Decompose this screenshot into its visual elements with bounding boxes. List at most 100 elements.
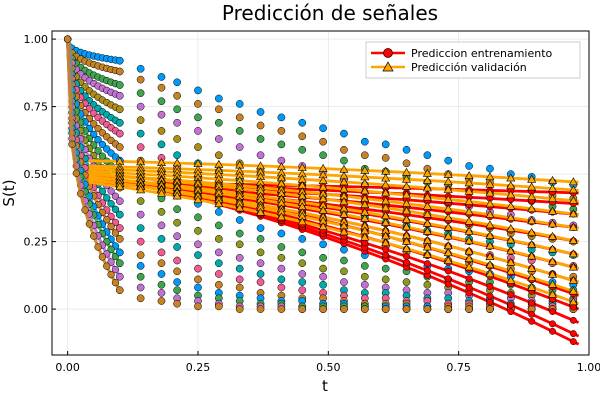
- x-tick-label: 0.00: [55, 361, 80, 374]
- valid-curve: [88, 172, 579, 243]
- valid-marker: [568, 209, 578, 218]
- signal-point: [381, 154, 390, 162]
- signal-point: [214, 94, 223, 103]
- valid-curve: [88, 178, 580, 295]
- valid-marker: [527, 251, 537, 260]
- valid-marker: [485, 269, 495, 277]
- signal-point: [235, 240, 244, 249]
- signal-point: [136, 262, 145, 270]
- signal-point: [115, 259, 124, 268]
- signal-point: [157, 83, 166, 92]
- valid-marker: [506, 213, 516, 222]
- signal-point: [194, 213, 202, 222]
- signal-point: [381, 305, 390, 313]
- signal-point: [115, 81, 124, 89]
- plot-area: [63, 35, 580, 346]
- signal-point: [157, 140, 166, 149]
- signal-point: [136, 283, 145, 292]
- valid-marker: [318, 222, 328, 231]
- signal-point: [136, 272, 145, 281]
- valid-marker: [547, 244, 558, 253]
- valid-marker: [402, 222, 412, 231]
- train-marker: [465, 283, 473, 291]
- signal-point: [319, 272, 327, 281]
- train-marker: [507, 301, 515, 309]
- signal-point: [444, 156, 453, 165]
- signal-point: [194, 226, 202, 235]
- valid-marker: [527, 227, 537, 236]
- y-tick-label: 0.00: [24, 303, 49, 316]
- valid-marker: [485, 179, 495, 188]
- signal-point: [277, 253, 286, 262]
- signal-point: [136, 64, 145, 73]
- signal-point: [136, 197, 145, 205]
- signal-point: [115, 248, 124, 257]
- valid-marker: [485, 188, 495, 197]
- train-marker: [486, 298, 494, 306]
- train-marker: [423, 267, 431, 275]
- valid-marker: [443, 231, 453, 240]
- signal-point: [256, 235, 265, 243]
- valid-marker: [381, 238, 391, 247]
- y-axis-ticks: 0.00 0.25 0.50 0.75 1.00: [24, 33, 56, 316]
- signal-point: [194, 127, 202, 135]
- valid-marker: [485, 241, 495, 250]
- signal-point: [136, 75, 145, 84]
- dense-point: [107, 245, 115, 253]
- signal-point: [173, 267, 181, 276]
- signal-point: [136, 129, 145, 138]
- valid-marker: [214, 199, 224, 208]
- valid-marker: [547, 183, 558, 192]
- valid-marker: [547, 279, 558, 288]
- signal-point: [235, 229, 244, 238]
- signal-point: [256, 151, 265, 160]
- dense-point: [94, 124, 102, 133]
- signal-point: [298, 248, 307, 257]
- legend-box: [365, 41, 581, 79]
- signal-point: [360, 137, 369, 146]
- signal-point: [340, 305, 348, 313]
- signal-point: [173, 135, 181, 143]
- train-marker: [549, 308, 556, 315]
- signal-point: [298, 270, 307, 278]
- dense-point: [103, 216, 111, 224]
- legend-marker-valid: [382, 61, 394, 72]
- dense-point: [111, 229, 120, 237]
- signal-point: [157, 208, 166, 216]
- signal-point: [173, 243, 181, 251]
- valid-marker: [156, 188, 167, 197]
- signal-point: [136, 143, 145, 151]
- signal-point: [194, 113, 202, 122]
- valid-marker: [547, 269, 558, 278]
- signal-point: [319, 137, 327, 146]
- signal-point: [319, 124, 327, 133]
- signal-point: [157, 110, 166, 119]
- signal-point: [157, 235, 166, 243]
- valid-marker: [422, 209, 432, 218]
- valid-marker: [115, 182, 125, 190]
- valid-marker: [568, 195, 578, 204]
- signal-point: [381, 264, 390, 273]
- signal-point: [298, 305, 307, 313]
- valid-marker: [568, 286, 578, 295]
- signal-point: [173, 218, 181, 227]
- signal-point: [194, 143, 202, 151]
- x-axis-ticks: 0.00 0.25 0.50 0.75 1.00: [55, 351, 600, 374]
- train-marker: [403, 253, 410, 260]
- train-marker: [507, 291, 515, 299]
- valid-marker: [568, 297, 578, 306]
- train-marker: [549, 327, 556, 335]
- signal-point: [298, 235, 307, 243]
- signal-point: [115, 224, 124, 232]
- dense-point: [68, 140, 76, 148]
- signal-point: [402, 145, 411, 154]
- signal-point: [235, 143, 244, 151]
- signal-point: [214, 259, 223, 268]
- train-marker: [486, 292, 494, 300]
- dense-point: [94, 136, 102, 144]
- dense-point: [111, 279, 120, 287]
- signal-point: [423, 151, 432, 160]
- valid-marker: [360, 232, 370, 241]
- train-marker: [528, 317, 536, 325]
- valid-marker: [464, 186, 474, 195]
